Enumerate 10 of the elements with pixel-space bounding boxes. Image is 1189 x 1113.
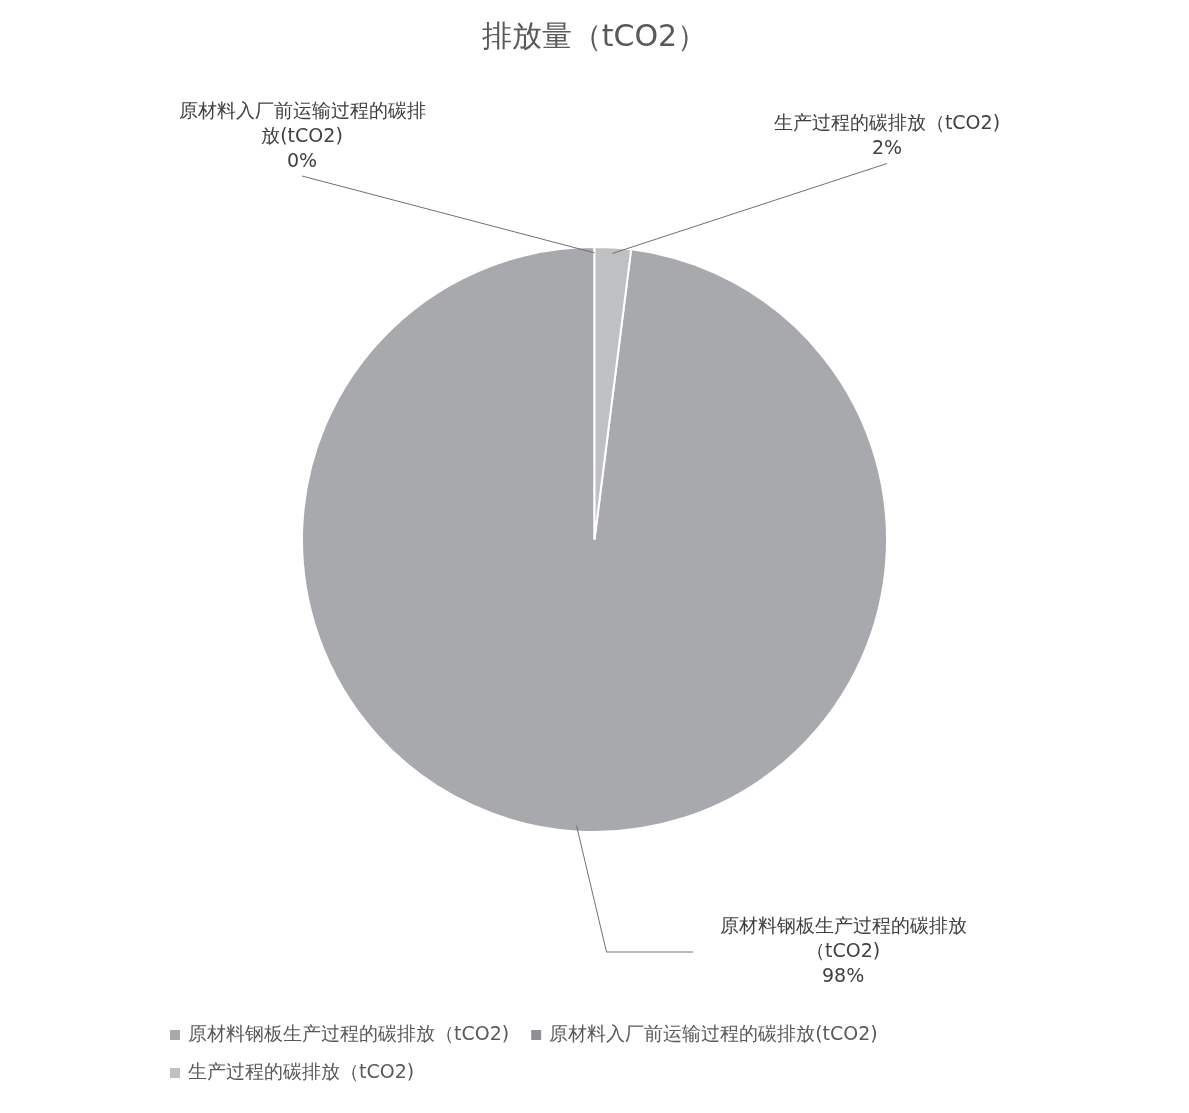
slice-label: 原材料钢板生产过程的碳排放（tCO2) xyxy=(719,913,967,961)
legend-label: 原材料入厂前运输过程的碳排放(tCO2) xyxy=(549,1021,878,1044)
legend-label: 生产过程的碳排放（tCO2) xyxy=(188,1059,415,1082)
text: 0% xyxy=(286,148,318,171)
category-label: 原材料入厂前运输过程的碳排放(tCO2) xyxy=(178,98,426,146)
data-label: 98% xyxy=(822,963,865,986)
chart-title: 排放量（tCO2） xyxy=(481,17,708,53)
data-label: 2% xyxy=(871,136,903,159)
legend-label: 原材料钢板生产过程的碳排放（tCO2) xyxy=(188,1021,510,1044)
slice-label: 生产过程的碳排放（tCO2) xyxy=(773,111,1001,134)
